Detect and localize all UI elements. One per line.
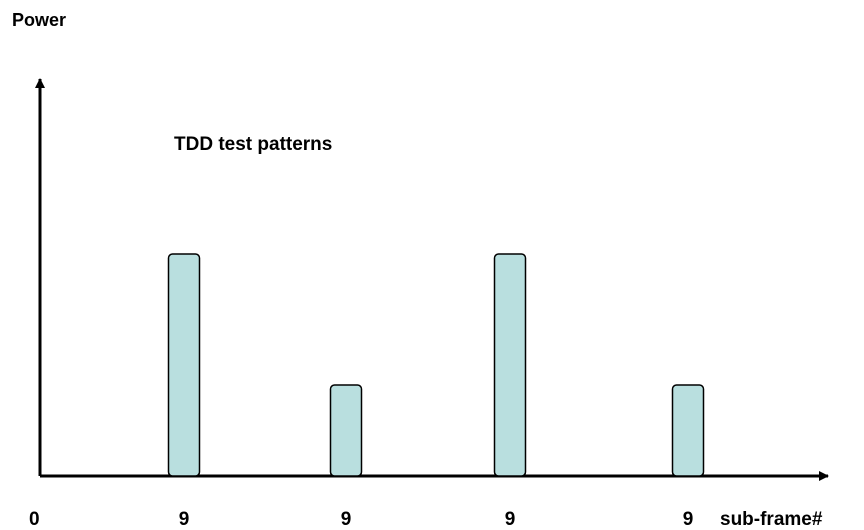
diagram-title: TDD test patterns [174, 134, 332, 155]
bar-1 [167, 253, 201, 477]
tick-label-3: 9 [505, 509, 516, 530]
bar-2 [329, 384, 363, 477]
y-axis-label: Power [12, 10, 66, 30]
bars-group [167, 253, 705, 477]
bar-3 [493, 253, 527, 477]
bar-4 [671, 384, 705, 477]
x-axis-label: sub-frame# [720, 509, 823, 530]
tick-label-2: 9 [341, 509, 352, 530]
tick-labels-group: 9 9 9 9 [179, 509, 694, 530]
origin-tick-label: 0 [29, 509, 40, 530]
tick-label-1: 9 [179, 509, 190, 530]
tick-label-4: 9 [683, 509, 694, 530]
